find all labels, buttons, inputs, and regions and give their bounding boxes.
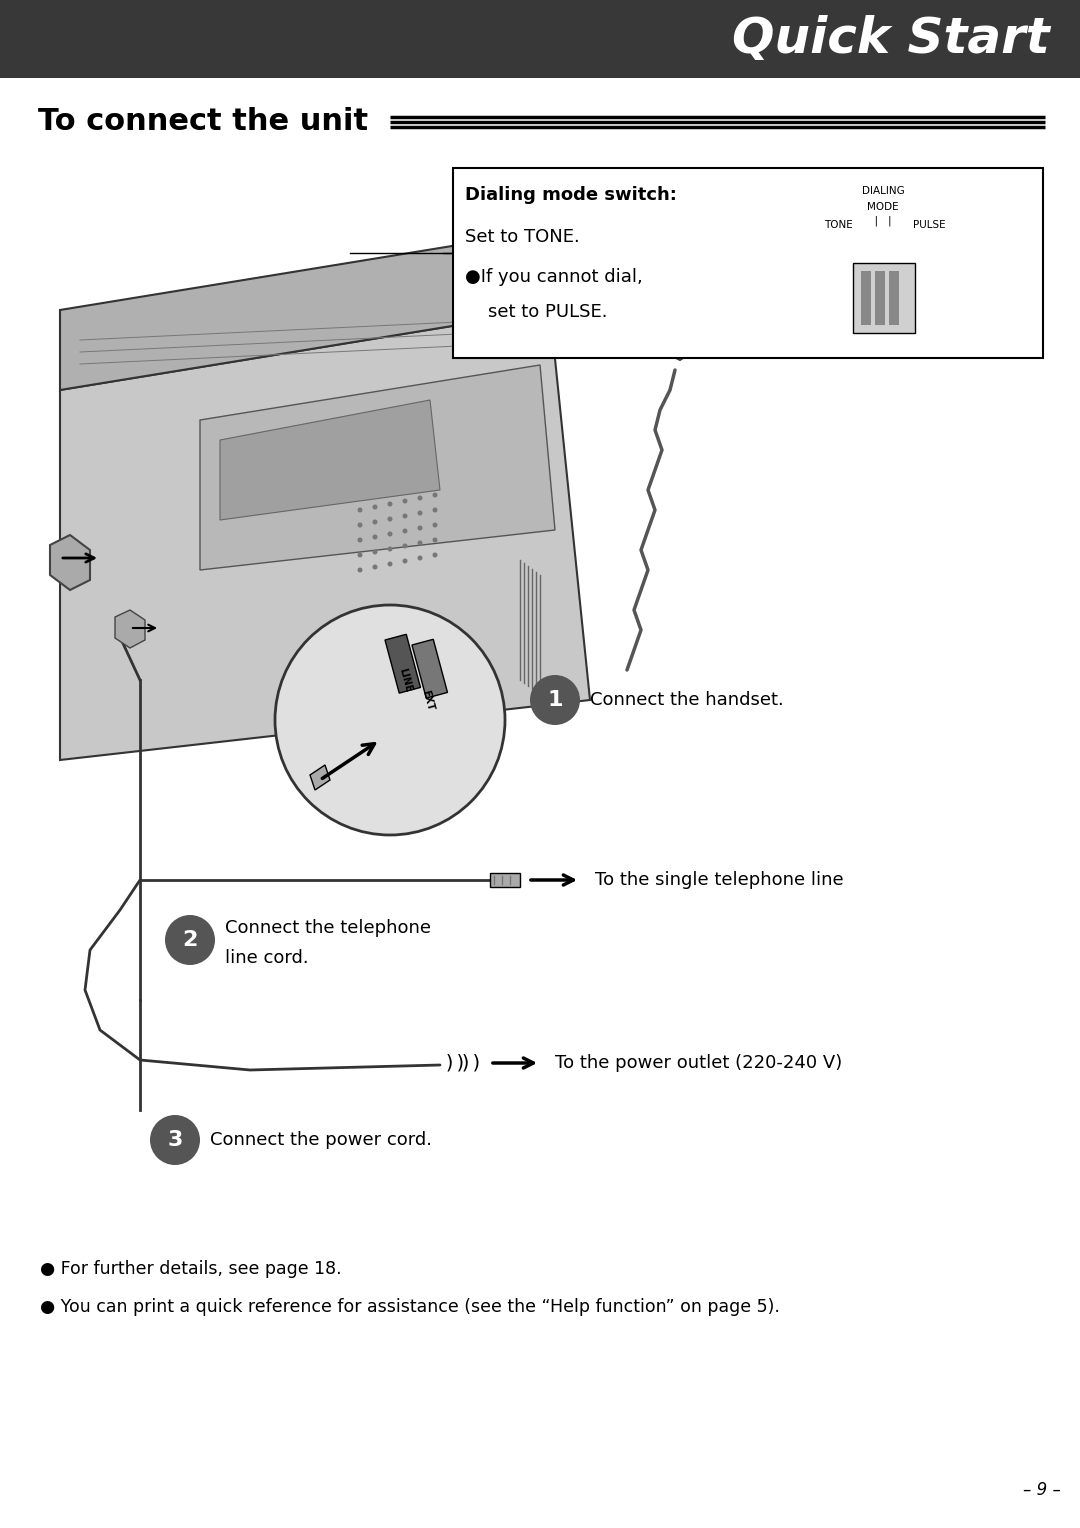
Text: ●If you cannot dial,: ●If you cannot dial,	[465, 267, 643, 286]
Circle shape	[432, 553, 437, 558]
Circle shape	[373, 550, 378, 555]
Circle shape	[388, 516, 392, 521]
Bar	[889, 270, 899, 325]
Bar	[875, 270, 885, 325]
Circle shape	[373, 535, 378, 539]
Text: 2: 2	[183, 931, 198, 950]
Circle shape	[388, 501, 392, 506]
Text: – 9 –: – 9 –	[1023, 1481, 1061, 1499]
Circle shape	[357, 523, 363, 527]
Text: 3: 3	[167, 1131, 183, 1151]
Text: TONE: TONE	[824, 220, 853, 231]
Polygon shape	[60, 231, 550, 390]
Circle shape	[150, 1115, 200, 1164]
Bar	[453, 168, 1043, 358]
Circle shape	[357, 553, 363, 558]
Text: 1: 1	[548, 691, 563, 711]
Text: To the single telephone line: To the single telephone line	[595, 871, 843, 889]
Text: To connect the unit: To connect the unit	[38, 107, 368, 136]
Text: Connect the handset.: Connect the handset.	[590, 691, 784, 709]
Polygon shape	[310, 766, 330, 790]
Circle shape	[432, 523, 437, 527]
Polygon shape	[220, 400, 440, 520]
Text: Quick Start: Quick Start	[732, 15, 1050, 63]
Circle shape	[418, 526, 422, 530]
Circle shape	[418, 541, 422, 545]
Polygon shape	[200, 365, 555, 570]
Circle shape	[418, 556, 422, 561]
Bar	[490, 872, 519, 886]
Circle shape	[403, 544, 407, 549]
Text: ● You can print a quick reference for assistance (see the “Help function” on pag: ● You can print a quick reference for as…	[40, 1297, 780, 1316]
Text: Dialing mode switch:: Dialing mode switch:	[465, 186, 677, 205]
Circle shape	[418, 495, 422, 501]
Bar	[853, 263, 915, 333]
Polygon shape	[114, 610, 145, 648]
Circle shape	[418, 510, 422, 515]
Circle shape	[388, 547, 392, 552]
Circle shape	[165, 915, 215, 966]
Bar	[861, 270, 870, 325]
Circle shape	[403, 498, 407, 504]
Circle shape	[388, 532, 392, 536]
Circle shape	[357, 538, 363, 542]
Circle shape	[373, 504, 378, 509]
Text: EXT: EXT	[420, 689, 435, 712]
Text: DIALING: DIALING	[862, 186, 904, 196]
Circle shape	[373, 564, 378, 570]
Polygon shape	[630, 251, 740, 361]
Text: )): ))	[460, 1053, 484, 1073]
Text: ● For further details, see page 18.: ● For further details, see page 18.	[40, 1261, 341, 1277]
Text: LINE: LINE	[397, 666, 413, 694]
Circle shape	[357, 567, 363, 573]
Circle shape	[388, 561, 392, 567]
Text: Connect the power cord.: Connect the power cord.	[210, 1131, 432, 1149]
Circle shape	[403, 559, 407, 564]
Text: PULSE: PULSE	[913, 220, 946, 231]
Text: set to PULSE.: set to PULSE.	[465, 303, 607, 321]
Text: )): ))	[444, 1053, 468, 1073]
Bar	[384, 634, 420, 694]
Polygon shape	[60, 310, 590, 759]
Circle shape	[432, 492, 437, 498]
Circle shape	[373, 520, 378, 524]
Circle shape	[403, 513, 407, 518]
Bar	[411, 639, 447, 698]
Text: Set to TONE.: Set to TONE.	[465, 228, 580, 246]
Circle shape	[432, 507, 437, 512]
Text: To the power outlet (220-240 V): To the power outlet (220-240 V)	[555, 1054, 842, 1073]
Text: line cord.: line cord.	[225, 949, 309, 967]
Text: MODE: MODE	[867, 202, 899, 212]
Circle shape	[403, 529, 407, 533]
Circle shape	[357, 507, 363, 512]
Text: | |: | |	[873, 215, 893, 226]
Text: Connect the telephone: Connect the telephone	[225, 918, 431, 937]
Bar	[0, 0, 1080, 78]
Circle shape	[530, 675, 580, 724]
Polygon shape	[50, 535, 90, 590]
Circle shape	[432, 538, 437, 542]
Circle shape	[275, 605, 505, 834]
